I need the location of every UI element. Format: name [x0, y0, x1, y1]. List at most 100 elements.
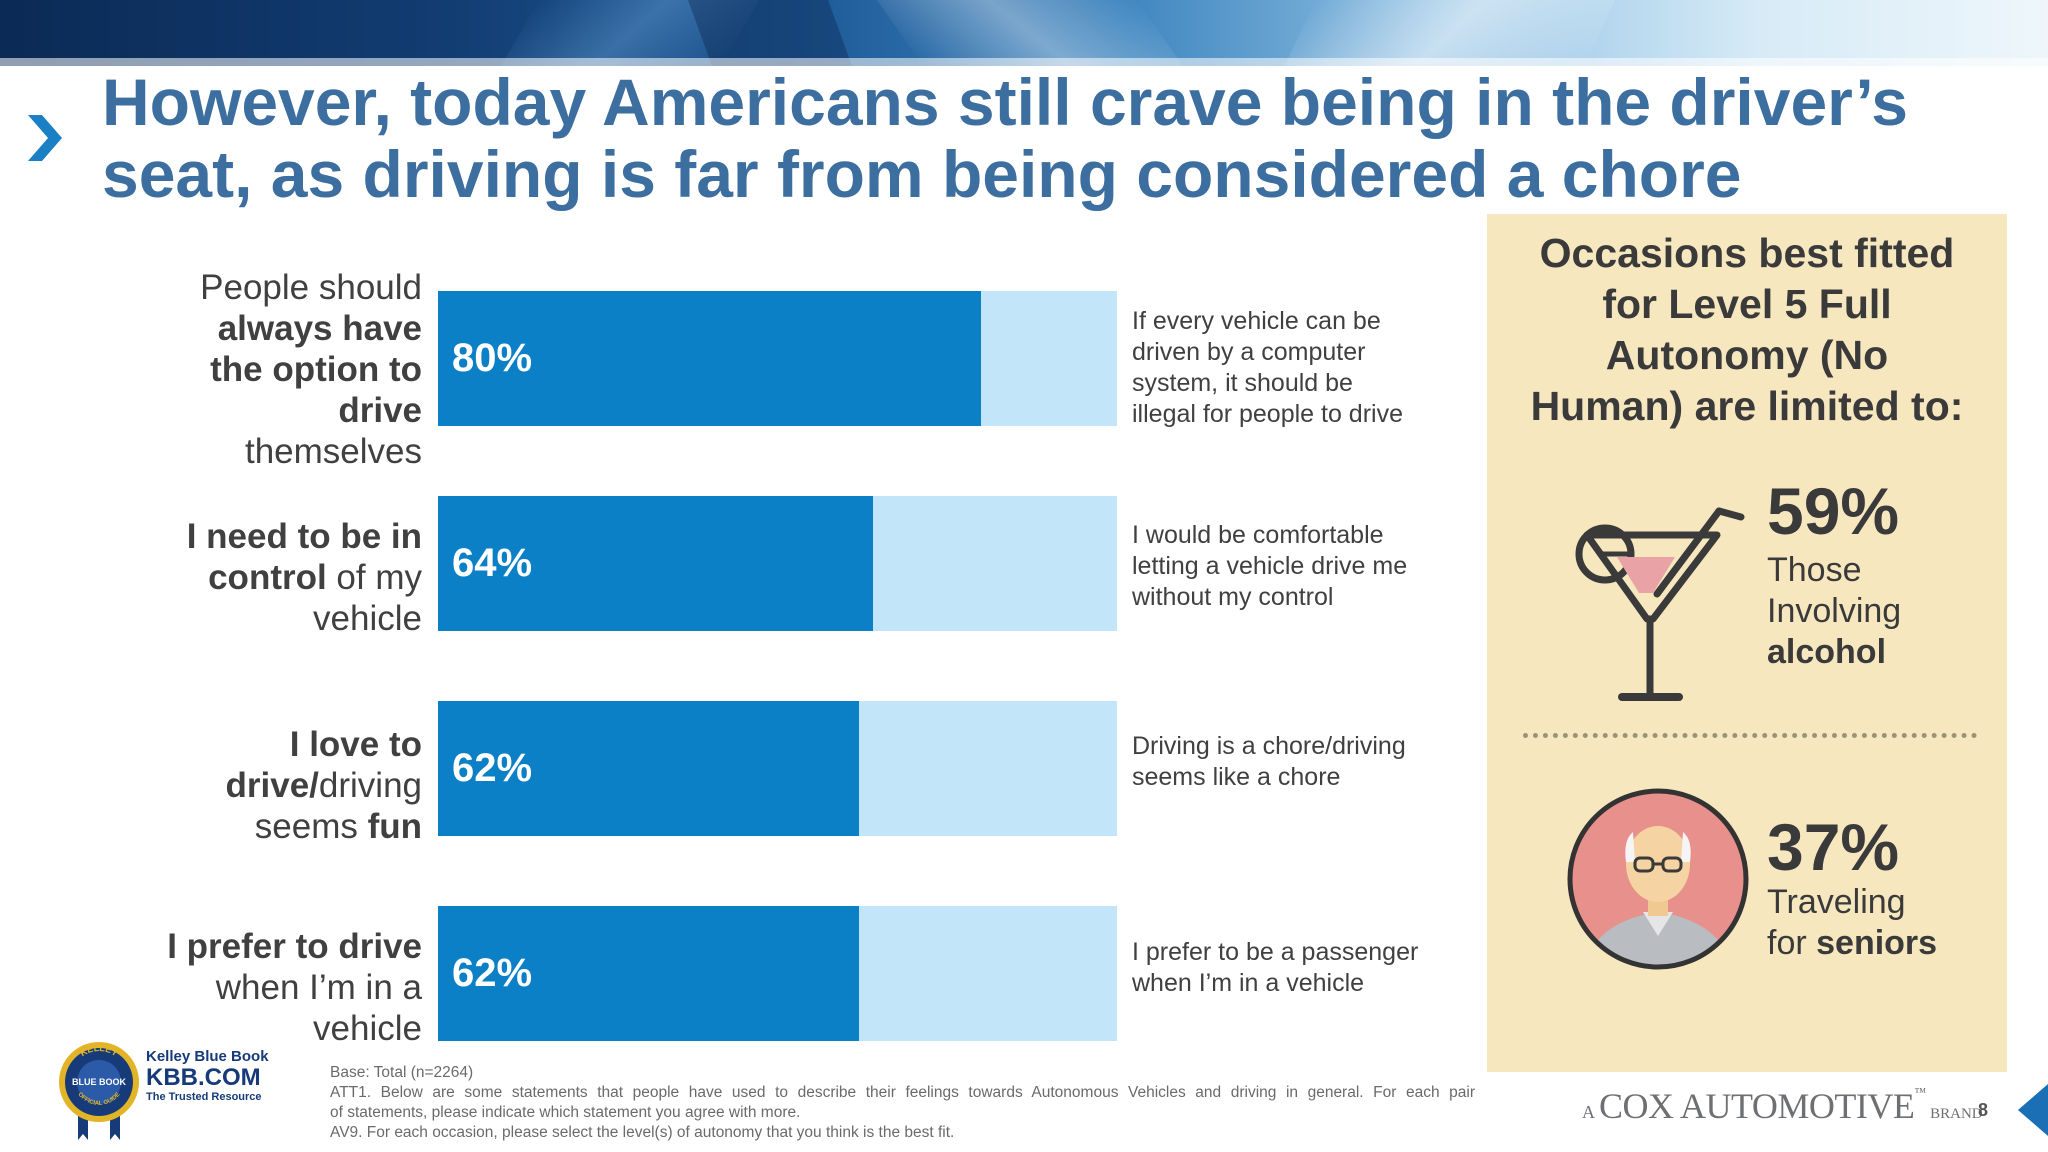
row-label-text: vehicle	[313, 599, 422, 638]
row-label: I prefer to drive when I’m in a vehicle	[162, 926, 422, 1049]
row-label-bold: the option to	[210, 350, 422, 389]
panel-title-line: Occasions best fitted	[1539, 230, 1955, 276]
bar-primary: 62%	[438, 701, 859, 836]
footnote-av9: AV9. For each occasion, please select th…	[330, 1124, 955, 1141]
opposite-statement: If every vehicle can be driven by a compu…	[1132, 306, 1452, 430]
row-label-line: always have	[162, 308, 422, 349]
row-label-line: People should	[162, 267, 422, 308]
footnote-att1-continued: of statements, please indicate which sta…	[330, 1104, 801, 1121]
stat-desc-line: for seniors	[1767, 923, 1997, 964]
top-banner	[0, 0, 2048, 66]
stat-percentage: 37%	[1767, 810, 1900, 884]
row-label-bold: always have	[217, 309, 422, 348]
cox-tm: ™	[1914, 1085, 1927, 1099]
row-label-line: I love to	[162, 724, 422, 765]
bar-primary: 64%	[438, 496, 873, 631]
row-label-text: of my	[326, 558, 422, 597]
stat-percentage: 59%	[1767, 474, 1900, 548]
panel-title-line: Human) are limited to:	[1530, 383, 1964, 429]
footnote: Base: Total (n=2264) ATT1. Below are som…	[330, 1063, 1475, 1143]
footnote-base: Base: Total (n=2264)	[330, 1064, 474, 1081]
bar-secondary: 80%	[438, 291, 1117, 426]
bar-primary: 80%	[438, 291, 982, 426]
opposite-statement: I prefer to be a passenger when I’m in a …	[1132, 937, 1452, 999]
seal-text-mid: BLUE BOOK	[72, 1077, 127, 1087]
row-label-line: I prefer to drive	[162, 926, 422, 967]
kbb-seal-icon: KELLEY BLUE BOOK OFFICIAL GUIDE	[59, 1042, 139, 1140]
row-label-text: driving	[318, 766, 422, 805]
stat-description: Those Involving alcohol	[1767, 550, 1997, 673]
row-label-line: the option to	[162, 349, 422, 390]
stat-desc-line: Involving	[1767, 592, 1902, 630]
cox-automotive-brand: A COX AUTOMOTIVE™ BRAND	[1582, 1085, 1983, 1127]
opposite-statement-line: without my control	[1132, 583, 1334, 611]
banner-rule	[0, 58, 2048, 66]
bar-secondary: 64%	[438, 496, 1117, 631]
opposite-statement: Driving is a chore/driving seems like a c…	[1132, 731, 1452, 793]
row-label-text: vehicle	[313, 1009, 422, 1048]
row-label: I need to be in control of my vehicle	[162, 516, 422, 639]
row-label-text: People should	[200, 268, 422, 307]
opposite-statement-line: letting a vehicle drive me	[1132, 552, 1408, 580]
kbb-brand-name: Kelley Blue Book	[146, 1048, 269, 1065]
opposite-statement-line: driven by a computer	[1132, 338, 1366, 366]
page-title: However, today Americans still crave bei…	[102, 66, 2002, 210]
opposite-statement-line: If every vehicle can be	[1132, 307, 1381, 335]
banner-facet	[687, 0, 853, 66]
row-label: I love to drive/driving seems fun	[162, 724, 423, 847]
cox-name: COX AUTOMOTIVE	[1599, 1086, 1915, 1126]
row-label-bold: I love to	[289, 725, 422, 764]
row-label-text: when I’m in a	[215, 968, 422, 1007]
row-label-line: drive	[162, 390, 422, 431]
row-label-line: themselves	[162, 431, 422, 472]
kbb-wordmark: Kelley Blue Book KBB.COM The Trusted Res…	[146, 1048, 276, 1104]
chevron-right-icon	[28, 115, 62, 161]
row-label-line: drive/driving	[162, 765, 423, 806]
row-label-bold: I need to be in	[186, 517, 422, 556]
row-label-line: I need to be in	[162, 516, 422, 557]
svg-text:KELLEY: KELLEY	[78, 1043, 120, 1058]
bar-value-label: 64%	[452, 541, 533, 585]
stat-desc-line: Those	[1767, 551, 1862, 589]
stat-desc-emphasis: seniors	[1816, 924, 1938, 962]
opposite-statement-line: system, it should be	[1132, 369, 1353, 397]
row-label-bold: I prefer to drive	[167, 927, 422, 966]
panel-title-line: Autonomy (No	[1605, 332, 1889, 378]
opposite-statement-line: seems like a chore	[1132, 763, 1341, 791]
footnote-att1: ATT1. Below are some statements that peo…	[330, 1084, 1475, 1101]
bar-value-label: 62%	[452, 746, 533, 790]
panel-title-line: for Level 5 Full	[1602, 281, 1892, 327]
title-line-2: seat, as driving is far from being consi…	[102, 137, 1742, 211]
opposite-statement-line: I prefer to be a passenger	[1132, 938, 1419, 966]
row-label-text: seems	[254, 807, 368, 846]
banner-facet	[876, 0, 1184, 66]
corner-arrow-icon	[2018, 1084, 2048, 1136]
banner-facet	[1284, 0, 1616, 66]
bar-secondary: 62%	[438, 701, 1117, 836]
bar-value-label: 62%	[452, 951, 533, 995]
cocktail-icon	[1575, 507, 1745, 701]
kbb-domain: KBB.COM	[146, 1064, 261, 1091]
row-label-line: vehicle	[162, 1008, 422, 1049]
row-label-bold: control	[208, 558, 327, 597]
panel-divider	[1523, 733, 1977, 738]
row-label-bold: drive	[338, 391, 422, 430]
row-label-line: control of my	[162, 557, 422, 598]
title-line-1: However, today Americans still crave bei…	[102, 65, 1908, 139]
panel-title: Occasions best fitted for Level 5 Full A…	[1487, 228, 2007, 432]
row-label: People should always have the option to dri…	[162, 267, 422, 472]
opposite-statement: I would be comfortable letting a vehicle …	[1132, 520, 1452, 613]
seal-text-top: KELLEY	[78, 1043, 120, 1058]
senior-icon	[1567, 788, 1749, 970]
stat-desc-emphasis: alcohol	[1767, 633, 1887, 671]
row-label-line: seems fun	[162, 806, 422, 847]
stat-desc-text: for	[1767, 924, 1817, 962]
kbb-logo: KELLEY BLUE BOOK OFFICIAL GUIDE Kelley B…	[58, 1022, 269, 1142]
row-label-line: when I’m in a	[162, 967, 422, 1008]
opposite-statement-line: Driving is a chore/driving	[1132, 732, 1406, 760]
opposite-statement-line: illegal for people to drive	[1132, 400, 1403, 428]
stat-description: Traveling for seniors	[1767, 882, 1997, 964]
bar-primary: 62%	[438, 906, 859, 1041]
bar-secondary: 62%	[438, 906, 1117, 1041]
row-label-bold: drive/	[225, 766, 319, 805]
